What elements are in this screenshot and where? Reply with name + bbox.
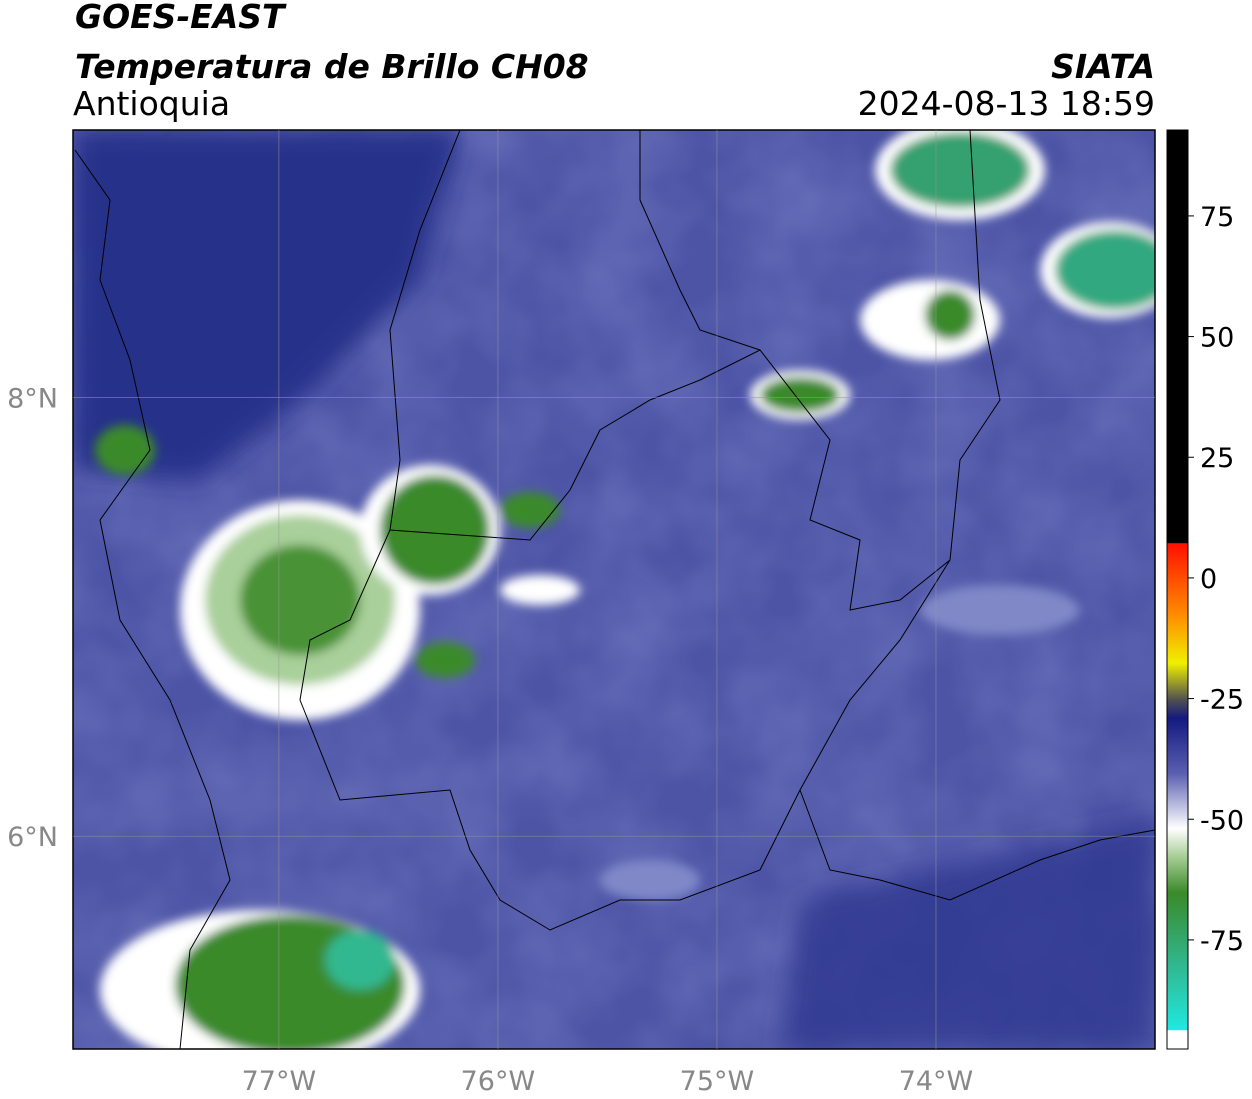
x-tick-label: 75°W xyxy=(680,1066,755,1097)
colorbar-tick-label: -25 xyxy=(1200,685,1244,716)
colorbar-tick-label: -50 xyxy=(1200,805,1244,836)
x-tick-label: 77°W xyxy=(242,1066,317,1097)
title: GOES-EAST xyxy=(75,0,287,36)
y-tick-label: 6°N xyxy=(7,822,58,853)
colorbar-tick-label: 0 xyxy=(1200,564,1217,595)
source: SIATA xyxy=(1051,47,1155,86)
colorbar xyxy=(1166,129,1189,1050)
colorbar-tick-label: 25 xyxy=(1200,443,1234,474)
region: Antioquia xyxy=(73,84,230,123)
subtitle: Temperatura de Brillo CH08 xyxy=(75,47,589,86)
colorbar-tick-label: -75 xyxy=(1200,926,1244,957)
colorbar-tick-label: 50 xyxy=(1200,323,1234,354)
x-tick-label: 76°W xyxy=(461,1066,536,1097)
map-image xyxy=(73,130,1155,1049)
map-frame xyxy=(72,129,1156,1050)
x-tick-label: 74°W xyxy=(899,1066,974,1097)
timestamp: 2024-08-13 18:59 xyxy=(858,84,1155,123)
y-tick-label: 8°N xyxy=(7,384,58,415)
colorbar-tick-label: 75 xyxy=(1200,202,1234,233)
